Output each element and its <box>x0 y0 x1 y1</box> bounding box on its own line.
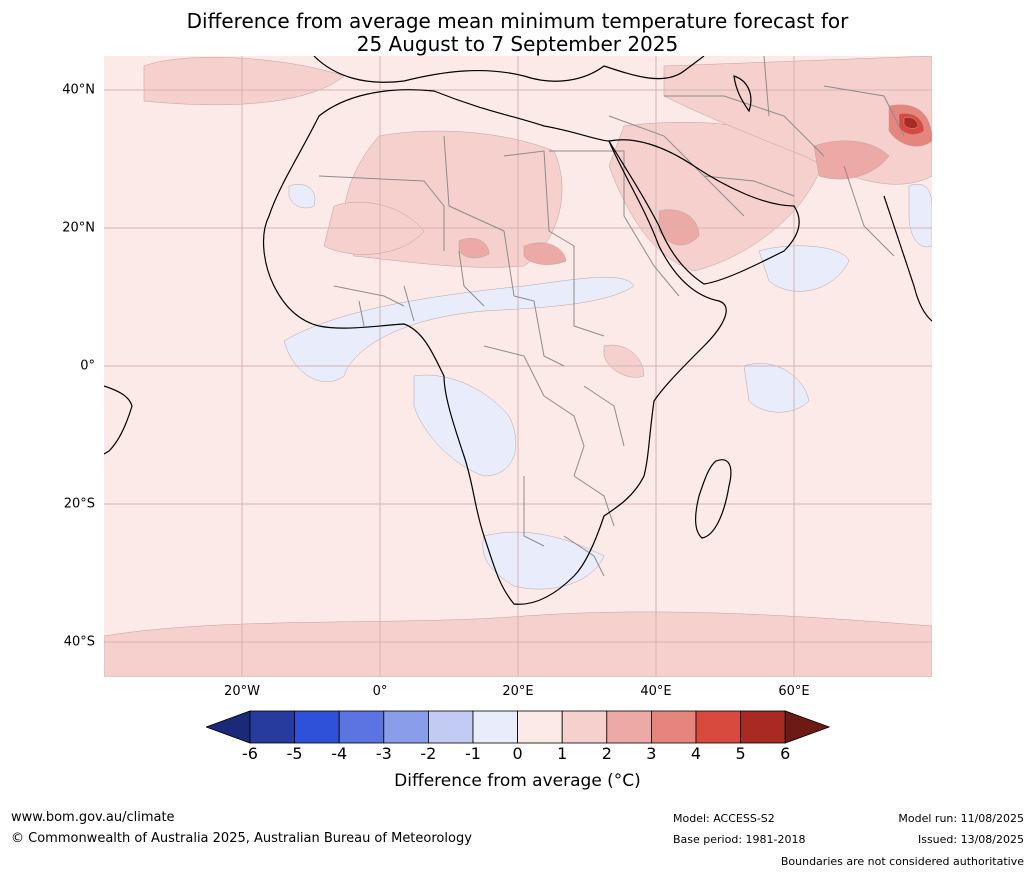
colorbar-tick-label: 3 <box>646 744 657 763</box>
lat-label-40n: 40°N <box>62 82 95 98</box>
colorbar-segment <box>383 710 429 744</box>
colorbar <box>206 710 830 744</box>
copyright-text: © Commonwealth of Australia 2025, Austra… <box>11 831 472 846</box>
lat-label-0: 0° <box>80 358 95 374</box>
colorbar-segment <box>695 710 741 744</box>
lat-label-40s: 40°S <box>63 634 95 650</box>
map-title: Difference from average mean minimum tem… <box>0 10 1035 56</box>
colorbar-segment <box>650 710 697 744</box>
warm-region-iran-core <box>813 140 890 180</box>
colorbar-segment <box>249 710 295 744</box>
colorbar-segment <box>740 710 786 744</box>
caspian-coastline <box>733 75 752 113</box>
map-panel <box>104 56 932 677</box>
colorbar-tick-label: 2 <box>601 744 612 763</box>
colorbar-tick-label: 5 <box>735 744 746 763</box>
lat-label-20s: 20°S <box>63 496 95 512</box>
colorbar-segment <box>561 710 608 744</box>
india-coastline <box>883 195 932 322</box>
colorbar-segment <box>472 710 518 744</box>
temperature-anomaly-map <box>104 56 932 677</box>
issued-text: Issued: 13/08/2025 <box>917 833 1024 846</box>
coastlines <box>104 56 932 605</box>
colorbar-tick-label: -2 <box>420 744 437 763</box>
title-line-1: Difference from average mean minimum tem… <box>186 9 849 33</box>
warm-region-east-africa <box>603 344 645 378</box>
base-period-text: Base period: 1981-2018 <box>673 833 806 846</box>
cool-region-central-africa <box>413 374 517 477</box>
colorbar-tick-label: -6 <box>242 744 258 763</box>
model-text: Model: ACCESS-S2 <box>673 812 775 825</box>
colorbar-segment <box>294 710 340 744</box>
colorbar-tick-label: -4 <box>331 744 348 763</box>
colorbar-label: Difference from average (°C) <box>394 771 641 791</box>
lon-label-40e: 40°E <box>640 684 672 699</box>
hot-spot-pakistan-core <box>903 117 919 129</box>
colorbar-segment <box>606 710 652 744</box>
cool-region-indian-ocean <box>743 363 810 413</box>
lat-label-20n: 20°N <box>62 220 95 236</box>
title-line-2: 25 August to 7 September 2025 <box>356 32 679 56</box>
colorbar-tick-label: 6 <box>780 744 791 763</box>
disclaimer-text: Boundaries are not considered authoritat… <box>780 855 1024 868</box>
colorbar-over-triangle <box>784 710 830 744</box>
warm-region-mediterranean <box>143 57 345 106</box>
lon-label-0: 0° <box>372 684 388 699</box>
warm-region-sahel-core-1 <box>458 238 490 259</box>
cool-region-atlantic-north <box>288 184 316 209</box>
madagascar-coastline <box>695 459 732 539</box>
cool-region-southern-africa <box>482 531 605 590</box>
colorbar-tick-label: 1 <box>557 744 568 763</box>
lon-label-60e: 60°E <box>778 684 810 699</box>
country-boundaries <box>318 56 905 577</box>
cool-region-west-africa <box>283 276 635 382</box>
colorbar-tick-label: 4 <box>690 744 702 763</box>
graticule <box>104 56 932 677</box>
cool-region-india-east <box>908 183 932 248</box>
warm-region-arabia-core <box>658 209 700 246</box>
europe-coastline <box>313 56 705 83</box>
arabia-coastline <box>608 139 800 285</box>
colorbar-tick-label: -3 <box>375 744 392 763</box>
colorbar-segment <box>427 710 474 744</box>
colorbar-segment <box>338 710 385 744</box>
website-text: www.bom.gov.au/climate <box>11 810 175 825</box>
lon-label-20w: 20°W <box>224 684 260 699</box>
colorbar-segment <box>517 710 563 744</box>
colorbar-tick-label: -5 <box>286 744 303 763</box>
colorbar-tick-label: 0 <box>512 744 523 763</box>
colorbar-under-triangle <box>206 710 251 744</box>
cool-region-arabian-sea <box>758 245 850 292</box>
lon-label-20e: 20°E <box>502 684 534 699</box>
south-america-coastline <box>104 385 133 455</box>
warm-region-sahel-core-2 <box>523 242 567 265</box>
colorbar-tick-label: -1 <box>465 744 481 763</box>
model-run-text: Model run: 11/08/2025 <box>898 812 1024 825</box>
